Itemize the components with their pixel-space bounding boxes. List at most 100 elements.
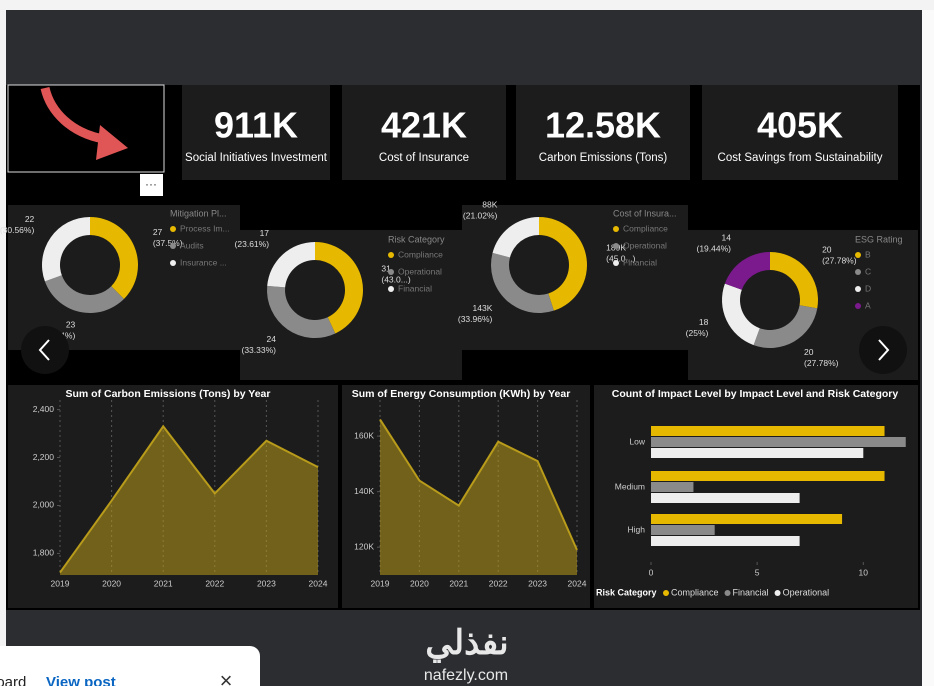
charts: 911K Social Initiatives Investment 421K Cos… — [0, 105, 906, 597]
category-label: Medium — [615, 481, 645, 491]
y-tick-label: 160K — [354, 430, 374, 440]
data-label: 31 — [381, 264, 391, 274]
legend-label: Operational — [623, 240, 667, 250]
more-button[interactable] — [140, 174, 163, 196]
kpi-card — [342, 85, 506, 180]
kpi-value: 421K — [381, 105, 467, 146]
kpi-card — [182, 85, 330, 180]
kpi-value: 405K — [757, 105, 843, 146]
bar — [651, 482, 694, 492]
legend-label: Compliance — [671, 587, 719, 597]
legend-label: Insurance ... — [180, 257, 227, 267]
legend-title: Risk Category — [388, 234, 445, 244]
donut-slice — [90, 217, 139, 299]
legend-label: D — [865, 283, 871, 293]
x-tick-label: 2019 — [51, 578, 70, 588]
y-tick-label: 1,800 — [33, 548, 55, 558]
next-button[interactable] — [859, 326, 907, 374]
legend-swatch — [388, 286, 394, 292]
percent-label: (43.0...) — [381, 275, 410, 285]
data-label: 20 — [804, 347, 814, 357]
donut-slice — [724, 252, 770, 290]
data-label: 22 — [25, 214, 35, 224]
donut-slice — [492, 217, 539, 258]
legend-swatch — [663, 590, 669, 596]
donut-slice — [267, 242, 315, 288]
kpi-card — [516, 85, 690, 180]
legend-swatch — [855, 286, 861, 292]
area-line — [59, 424, 319, 574]
percent-label: (23.61%) — [235, 239, 270, 249]
percent-label: (33.33%) — [241, 345, 276, 355]
close-button[interactable]: × — [220, 668, 233, 686]
legend-title: Risk Category — [596, 587, 657, 597]
kpi-label: Cost of Insurance — [379, 152, 469, 164]
kpi-label: Social Initiatives Investment — [185, 152, 328, 164]
legend-swatch — [855, 303, 861, 309]
data-label: 88K — [482, 199, 497, 209]
notification — [0, 646, 260, 686]
legend-swatch — [613, 226, 619, 232]
y-tick-label: 2,200 — [33, 452, 55, 462]
next-icon — [878, 339, 890, 361]
legend-swatch — [855, 252, 861, 258]
kpi-label: Cost Savings from Sustainability — [718, 152, 883, 164]
x-tick-label: 2022 — [205, 578, 224, 588]
legend-title: Mitigation Pl... — [170, 208, 227, 218]
legend-label: Compliance — [398, 249, 443, 259]
legend-label: Process Im... — [180, 223, 230, 233]
percent-label: (25%) — [686, 328, 709, 338]
percent-label: (27.78%) — [822, 256, 857, 266]
view-post-link[interactable]: View post — [46, 674, 116, 686]
data-label: 17 — [260, 228, 270, 238]
bar — [651, 426, 885, 436]
image-box — [7, 84, 165, 173]
prev-icon — [38, 339, 50, 361]
percent-label: (33.96%) — [458, 314, 493, 324]
bar — [651, 493, 800, 503]
legend-swatch — [388, 269, 394, 275]
percent-label: (30.56%) — [0, 225, 34, 235]
data-label: 18 — [699, 317, 709, 327]
kpi-card — [702, 85, 898, 180]
prev-button[interactable] — [21, 326, 69, 374]
chart-title: Sum of Energy Consumption (KWh) by Year — [352, 388, 571, 400]
more-icon: ··· — [145, 177, 157, 191]
x-tick-label: 2023 — [528, 578, 547, 588]
percent-label: (21.02%) — [463, 210, 498, 220]
area-line — [379, 418, 578, 551]
bar — [651, 536, 800, 546]
right-strip — [922, 10, 934, 686]
donut-slice — [770, 252, 818, 309]
x-tick-label: 0 — [649, 567, 654, 577]
chart-title: Sum of Carbon Emissions (Tons) by Year — [66, 388, 271, 400]
data-label: 23 — [66, 320, 76, 330]
y-tick-label: 2,400 — [33, 404, 55, 414]
area-fill — [380, 419, 577, 575]
donut-slice — [491, 252, 554, 314]
legend-swatch — [388, 252, 394, 258]
legend-label: Operational — [398, 266, 442, 276]
legend-title: ESG Rating — [855, 234, 903, 244]
arrow-head — [96, 125, 128, 160]
data-label: 27 — [153, 227, 163, 237]
data-label: 24 — [267, 334, 277, 344]
kpi-value: 12.58K — [545, 105, 661, 146]
legend-swatch — [613, 243, 619, 249]
legend-label: Compliance — [623, 223, 668, 233]
area-fill — [60, 426, 318, 575]
legend-swatch — [774, 590, 781, 596]
legend-label: Audits — [180, 240, 204, 250]
percent-label: (37.5%) — [153, 238, 183, 248]
data-label: 20 — [822, 245, 832, 255]
legend-label: Financial — [623, 257, 657, 267]
bar — [651, 471, 885, 481]
y-tick-label: 2,000 — [33, 500, 55, 510]
bar — [651, 448, 864, 458]
y-tick-label: 120K — [354, 541, 374, 551]
legend-swatch — [170, 226, 176, 232]
legend-label: A — [865, 300, 871, 310]
notification-text: board — [0, 674, 26, 686]
legend-label: Operational — [783, 587, 830, 597]
